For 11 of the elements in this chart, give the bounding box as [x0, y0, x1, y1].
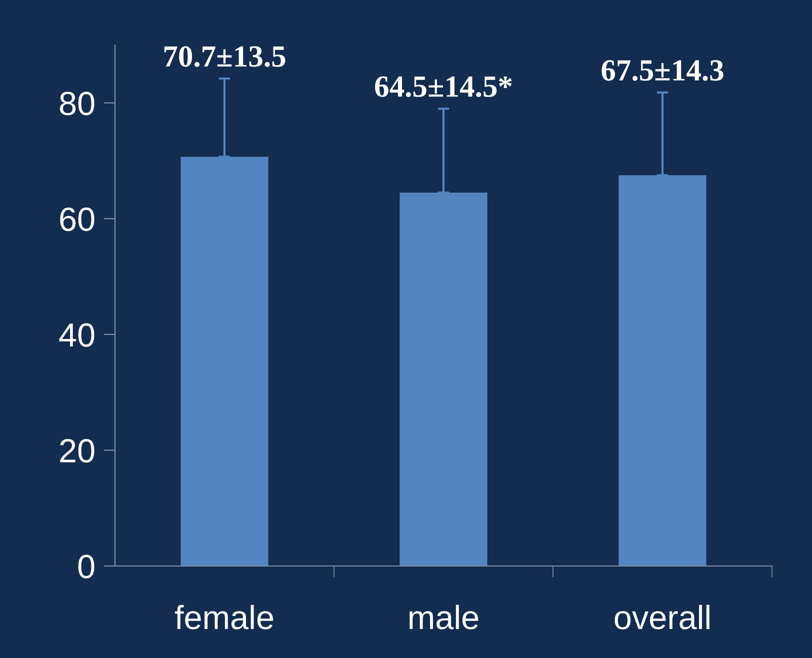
y-tick-label: 20	[60, 439, 94, 463]
y-tick-label: 60	[60, 207, 94, 232]
data-label: 64.5±14.5*	[375, 76, 512, 98]
x-tick-label: female	[174, 604, 274, 630]
x-tick-label: male	[410, 604, 478, 630]
y-tick-label: 80	[60, 92, 94, 116]
x-tick-label: overall	[614, 604, 710, 630]
data-label: 70.7±13.5	[164, 46, 286, 67]
y-tick-label: 0	[78, 554, 94, 578]
data-label: 67.5±14.3	[602, 60, 724, 81]
y-tick-label: 40	[59, 323, 94, 347]
